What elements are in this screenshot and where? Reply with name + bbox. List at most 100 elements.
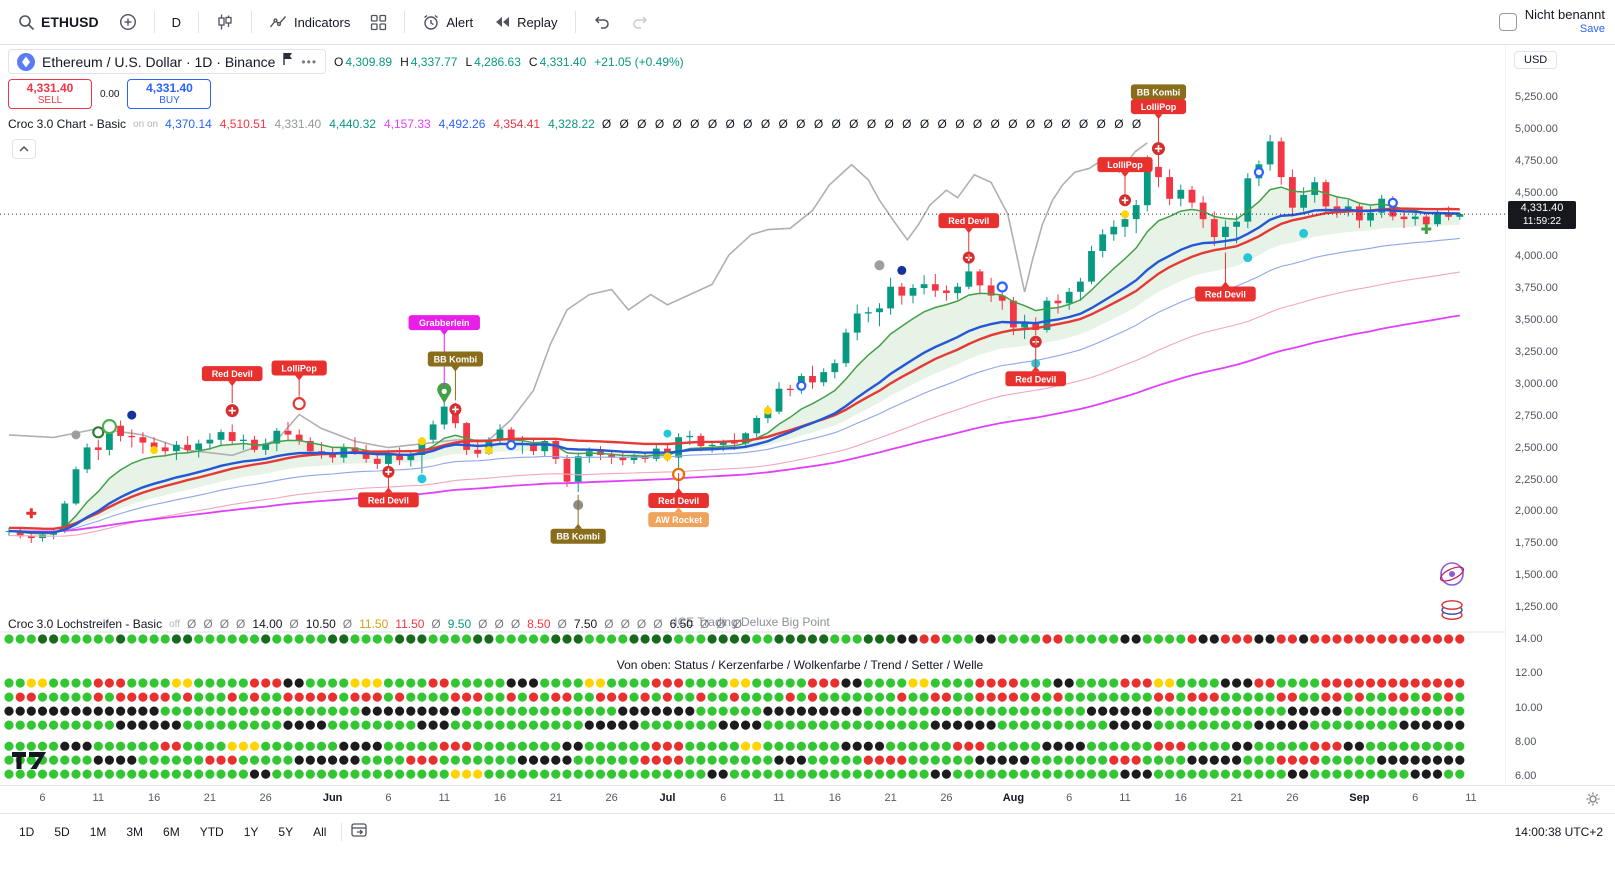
chart-sticker-badges[interactable] [1438, 560, 1466, 629]
price-axis-label: 3,000.00 [1515, 377, 1558, 390]
chart-label[interactable]: BB Kombi [550, 494, 606, 544]
range-button-1y[interactable]: 1Y [243, 824, 259, 839]
green-ma [8, 186, 1460, 535]
replay-icon [493, 14, 511, 30]
chart-label[interactable]: LolliPop [271, 360, 327, 397]
indicator-null-values: Ø Ø Ø Ø Ø Ø Ø Ø Ø Ø Ø Ø Ø Ø Ø Ø Ø Ø Ø Ø … [601, 117, 1142, 131]
indicator-value: Ø [219, 617, 230, 631]
chart-label[interactable]: LolliPop [1097, 157, 1153, 196]
collapse-indicators-button[interactable] [12, 139, 36, 159]
chart-style-button[interactable] [208, 8, 242, 36]
chart-label[interactable]: Red Devil [938, 213, 1000, 259]
signal-markers-layer[interactable] [26, 142, 1432, 519]
chart-label[interactable]: Red Devil [1005, 337, 1067, 387]
time-axis-label: 11 [1465, 792, 1477, 804]
undo-button[interactable] [585, 9, 619, 35]
currency-selector[interactable]: USD [1514, 51, 1558, 69]
alert-button[interactable]: Alert [414, 8, 481, 36]
rocket-doodle-icon[interactable] [1438, 560, 1466, 593]
indicator-templates-button[interactable] [362, 9, 395, 36]
chart-label[interactable]: LolliPop [1130, 99, 1187, 145]
chart-label[interactable]: AW Rocket [648, 507, 709, 528]
redo-button[interactable] [623, 9, 657, 35]
time-axis-label: 11 [438, 792, 450, 804]
price-axis[interactable]: USD 4,331.40 11:59:22 5,250.00 5,000.00 4,… [1505, 45, 1615, 785]
main-chart-canvas[interactable]: Red Devil LolliPop Grabberlein BB Kombi Red … [0, 45, 1505, 785]
symbol-legend-chip[interactable]: Ethereum / U.S. Dollar · 1D · Binance ••… [8, 49, 327, 74]
replay-label: Replay [517, 14, 558, 30]
lower-indicator-name: Croc 3.0 Lochstreifen - Basic [8, 617, 163, 631]
candles-layer[interactable] [5, 135, 1464, 543]
indicator-legend-lower[interactable]: Croc 3.0 Lochstreifen - Basic off Ø Ø Ø Ø 14… [8, 617, 742, 631]
time-axis-label: 6 [1066, 792, 1073, 804]
compare-add-symbol-button[interactable] [111, 8, 145, 36]
chart-label[interactable]: Red Devil [648, 473, 709, 509]
grid-templates-icon [370, 14, 387, 31]
range-button-5y[interactable]: 5Y [278, 824, 294, 839]
layout-save-area: Nicht benannt Save [1498, 7, 1605, 36]
range-button-ytd[interactable]: YTD [199, 824, 224, 839]
toolbar-separator [404, 11, 406, 33]
layout-checkbox-icon[interactable] [1498, 12, 1517, 31]
ohlc-key: C [528, 54, 538, 69]
time-axis-label: 16 [493, 792, 507, 804]
time-axis-label: 16 [147, 792, 161, 804]
svg-text:BB Kombi: BB Kombi [1137, 87, 1181, 97]
price-axis-label: 2,750.00 [1515, 409, 1558, 422]
indicator-value: 4,370.14 [165, 117, 212, 131]
svg-text:LolliPop: LolliPop [1141, 102, 1177, 112]
go-to-date-icon[interactable] [350, 821, 368, 842]
range-button-3m[interactable]: 3M [126, 824, 144, 839]
price-axis-label: 1,500.00 [1515, 569, 1558, 582]
chart-area[interactable]: Red Devil LolliPop Grabberlein BB Kombi Red … [0, 45, 1505, 785]
chart-label[interactable]: Grabberlein [408, 315, 480, 387]
symbol-search-button[interactable]: ETHUSD [10, 9, 107, 36]
save-layout-link[interactable]: Save [1579, 23, 1605, 36]
chart-label[interactable]: Red Devil [1195, 252, 1256, 302]
lower-indicator-toggle[interactable]: off [169, 618, 181, 630]
more-options-icon[interactable]: ••• [301, 54, 318, 69]
thin-blue-ma [8, 237, 1460, 533]
chart-label[interactable]: Red Devil [358, 476, 419, 508]
axis-settings-gear-icon[interactable] [1585, 791, 1601, 810]
symbol-title: Ethereum / U.S. Dollar · 1D · Binance [42, 53, 276, 70]
price-axis-label: 3,750.00 [1515, 282, 1558, 295]
price-axis-label: 4,000.00 [1515, 250, 1558, 263]
ohlc-key: L [465, 54, 473, 69]
indicator-value: 4,328.22 [548, 117, 595, 131]
range-button-5d[interactable]: 5D [54, 824, 70, 839]
indicator-value: Ø [289, 617, 299, 631]
indicators-button[interactable]: Indicators [261, 9, 358, 36]
replay-button[interactable]: Replay [485, 9, 565, 35]
indicator-value: 11.50 [395, 617, 425, 631]
tradingview-logo[interactable] [10, 748, 52, 777]
clock-utc[interactable]: 14:00:38 UTC+2 [1514, 824, 1603, 839]
svg-text:Red Devil: Red Devil [1015, 374, 1056, 384]
chart-label[interactable]: BB Kombi [427, 351, 483, 401]
indicator-value: Ø [236, 617, 246, 631]
indicator-value: 10.50 [305, 617, 336, 631]
sell-button[interactable]: 4,331.40 SELL [8, 79, 92, 110]
layout-name[interactable]: Nicht benannt [1524, 7, 1605, 23]
time-axis-label: 21 [203, 792, 216, 804]
interval-button[interactable]: D [164, 10, 189, 35]
coin-stack-icon[interactable] [1438, 596, 1466, 629]
price-axis-label: 2,000.00 [1515, 505, 1558, 518]
range-button-6m[interactable]: 6M [163, 824, 180, 839]
flag-icon[interactable] [282, 52, 294, 71]
indicator-value: 4,440.32 [329, 117, 376, 131]
buy-button[interactable]: 4,331.40 BUY [127, 79, 212, 110]
range-button-1d[interactable]: 1D [19, 824, 35, 839]
ohlc-values: O 4,309.89 H 4,337.77 L 4,286.63 C 4,331.40 +21.… [334, 55, 684, 69]
range-button-all[interactable]: All [313, 824, 327, 839]
time-axis-label: 16 [828, 792, 841, 804]
toolbar-separator [197, 11, 199, 33]
tape-axis-label: 14.00 [1515, 633, 1543, 645]
indicator-toggles[interactable]: on on [133, 118, 159, 130]
chart-label[interactable]: Red Devil [201, 366, 263, 403]
time-axis[interactable]: 6 11 16 21 26 Jun 6 11 16 21 26 Jul 6 11 16 21 26 Aug 6 11 1… [0, 785, 1615, 814]
ohlc-key: O [334, 54, 344, 69]
price-axis-label: 1,750.00 [1515, 537, 1558, 550]
indicator-legend-main[interactable]: Croc 3.0 Chart - Basic on on 4,370.14 4,5… [8, 117, 1141, 131]
range-button-1m[interactable]: 1M [89, 824, 107, 839]
